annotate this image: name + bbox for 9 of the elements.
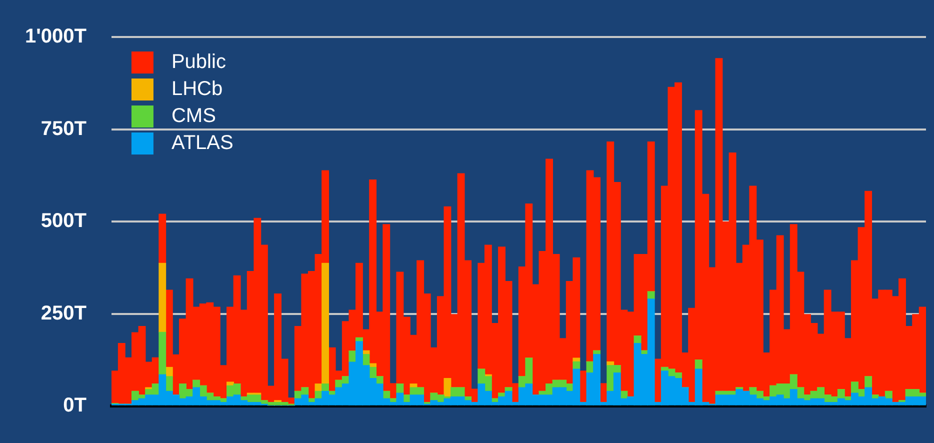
y-tick-label: 250T (40, 302, 86, 324)
y-tick-label: 500T (40, 210, 86, 232)
legend-label: ATLAS (171, 132, 234, 154)
legend-label: CMS (171, 105, 216, 128)
y-tick-label: 1'000T (24, 26, 86, 48)
y-tick-label: 750T (40, 118, 86, 140)
legend-label: Public (171, 51, 226, 74)
legend-label: LHCb (171, 78, 223, 100)
y-tick-label: 0T (63, 394, 86, 417)
